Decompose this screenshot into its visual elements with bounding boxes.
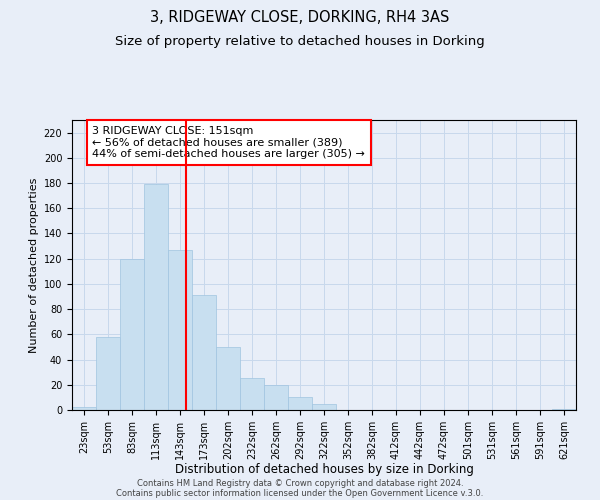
Bar — [264, 385, 288, 410]
Bar — [216, 347, 240, 410]
X-axis label: Distribution of detached houses by size in Dorking: Distribution of detached houses by size … — [175, 464, 473, 476]
Bar — [168, 250, 192, 410]
Text: Contains HM Land Registry data © Crown copyright and database right 2024.: Contains HM Land Registry data © Crown c… — [137, 478, 463, 488]
Bar — [72, 408, 96, 410]
Bar — [120, 258, 144, 410]
Text: Contains public sector information licensed under the Open Government Licence v.: Contains public sector information licen… — [116, 488, 484, 498]
Bar — [288, 398, 312, 410]
Bar — [552, 408, 576, 410]
Bar — [144, 184, 168, 410]
Bar — [240, 378, 264, 410]
Text: Size of property relative to detached houses in Dorking: Size of property relative to detached ho… — [115, 35, 485, 48]
Y-axis label: Number of detached properties: Number of detached properties — [29, 178, 40, 352]
Text: 3 RIDGEWAY CLOSE: 151sqm
← 56% of detached houses are smaller (389)
44% of semi-: 3 RIDGEWAY CLOSE: 151sqm ← 56% of detach… — [92, 126, 365, 159]
Text: 3, RIDGEWAY CLOSE, DORKING, RH4 3AS: 3, RIDGEWAY CLOSE, DORKING, RH4 3AS — [151, 10, 449, 25]
Bar — [312, 404, 336, 410]
Bar — [96, 337, 120, 410]
Bar — [192, 296, 216, 410]
